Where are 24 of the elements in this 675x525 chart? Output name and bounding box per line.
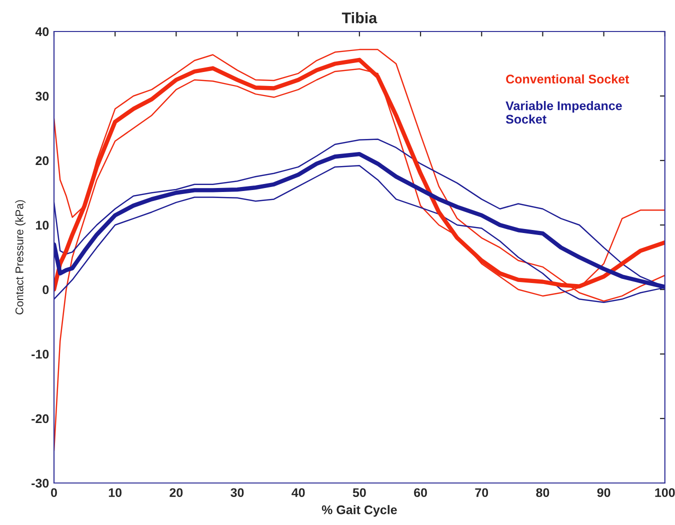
y-axis-title: Contact Pressure (kPa) [15,200,26,314]
x-tick-label: 80 [536,488,550,498]
y-tick-label: 40 [35,27,49,36]
x-tick-label: 100 [655,488,675,498]
x-tick-label: 70 [475,488,488,498]
y-tick-label: 0 [42,285,49,294]
x-tick-label: 50 [352,488,366,498]
x-tick-label: 0 [51,488,57,498]
x-tick-label: 30 [230,488,244,498]
x-tick-label: 60 [414,488,427,498]
x-axis-title: % Gait Cycle [322,505,397,517]
y-tick-label: -20 [32,414,49,424]
x-tick-label: 10 [108,488,122,498]
chart-title: Tibia [342,12,378,24]
x-tick-label: 20 [170,488,183,498]
y-tick-label: -10 [32,350,49,359]
y-tick-label: 20 [36,156,49,166]
y-tick-label: 30 [36,92,49,101]
y-tick-label: 10 [36,220,49,230]
y-tick-label: -30 [32,478,49,488]
text: Variable Impedance Socket [506,101,622,124]
text: Conventional Socket [506,74,630,84]
x-tick-label: 40 [292,488,305,498]
x-tick-label: 90 [597,488,610,498]
